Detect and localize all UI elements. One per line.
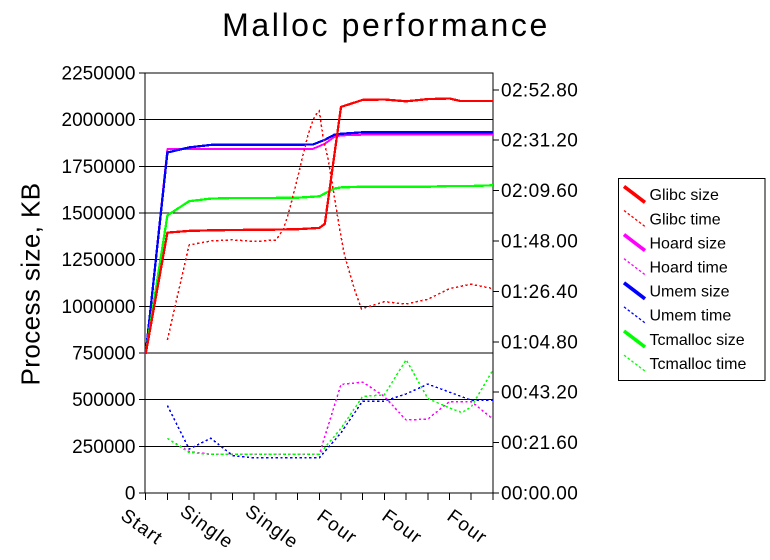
svg-text:1250000: 1250000	[62, 250, 136, 271]
svg-text:Umem time: Umem time	[650, 308, 732, 325]
svg-text:02:09.60: 02:09.60	[501, 181, 578, 202]
svg-text:02:31.20: 02:31.20	[501, 131, 578, 152]
svg-text:1000000: 1000000	[62, 297, 136, 318]
svg-text:00:00.00: 00:00.00	[501, 484, 578, 505]
svg-text:Hoard time: Hoard time	[650, 260, 728, 277]
svg-text:01:48.00: 01:48.00	[501, 232, 578, 253]
svg-text:Tcmalloc size: Tcmalloc size	[650, 332, 745, 349]
svg-text:Process size, KB: Process size, KB	[16, 183, 46, 386]
svg-text:2250000: 2250000	[62, 64, 136, 85]
svg-text:1500000: 1500000	[62, 204, 136, 225]
svg-text:0: 0	[125, 484, 136, 505]
svg-text:Glibc size: Glibc size	[650, 187, 719, 204]
svg-text:Tcmalloc time: Tcmalloc time	[650, 356, 747, 373]
svg-text:Hoard size: Hoard size	[650, 235, 727, 252]
svg-text:2000000: 2000000	[62, 110, 136, 131]
svg-text:Umem size: Umem size	[650, 284, 730, 301]
svg-text:1750000: 1750000	[62, 157, 136, 178]
svg-text:01:04.80: 01:04.80	[501, 332, 578, 353]
svg-text:01:26.40: 01:26.40	[501, 282, 578, 303]
svg-text:00:21.60: 00:21.60	[501, 433, 578, 454]
svg-text:250000: 250000	[72, 437, 135, 458]
svg-text:02:52.80: 02:52.80	[501, 80, 578, 101]
svg-text:Glibc time: Glibc time	[650, 211, 721, 228]
svg-text:750000: 750000	[72, 344, 135, 365]
svg-text:500000: 500000	[72, 390, 135, 411]
svg-text:Malloc performance: Malloc performance	[222, 7, 550, 43]
svg-text:00:43.20: 00:43.20	[501, 383, 578, 404]
